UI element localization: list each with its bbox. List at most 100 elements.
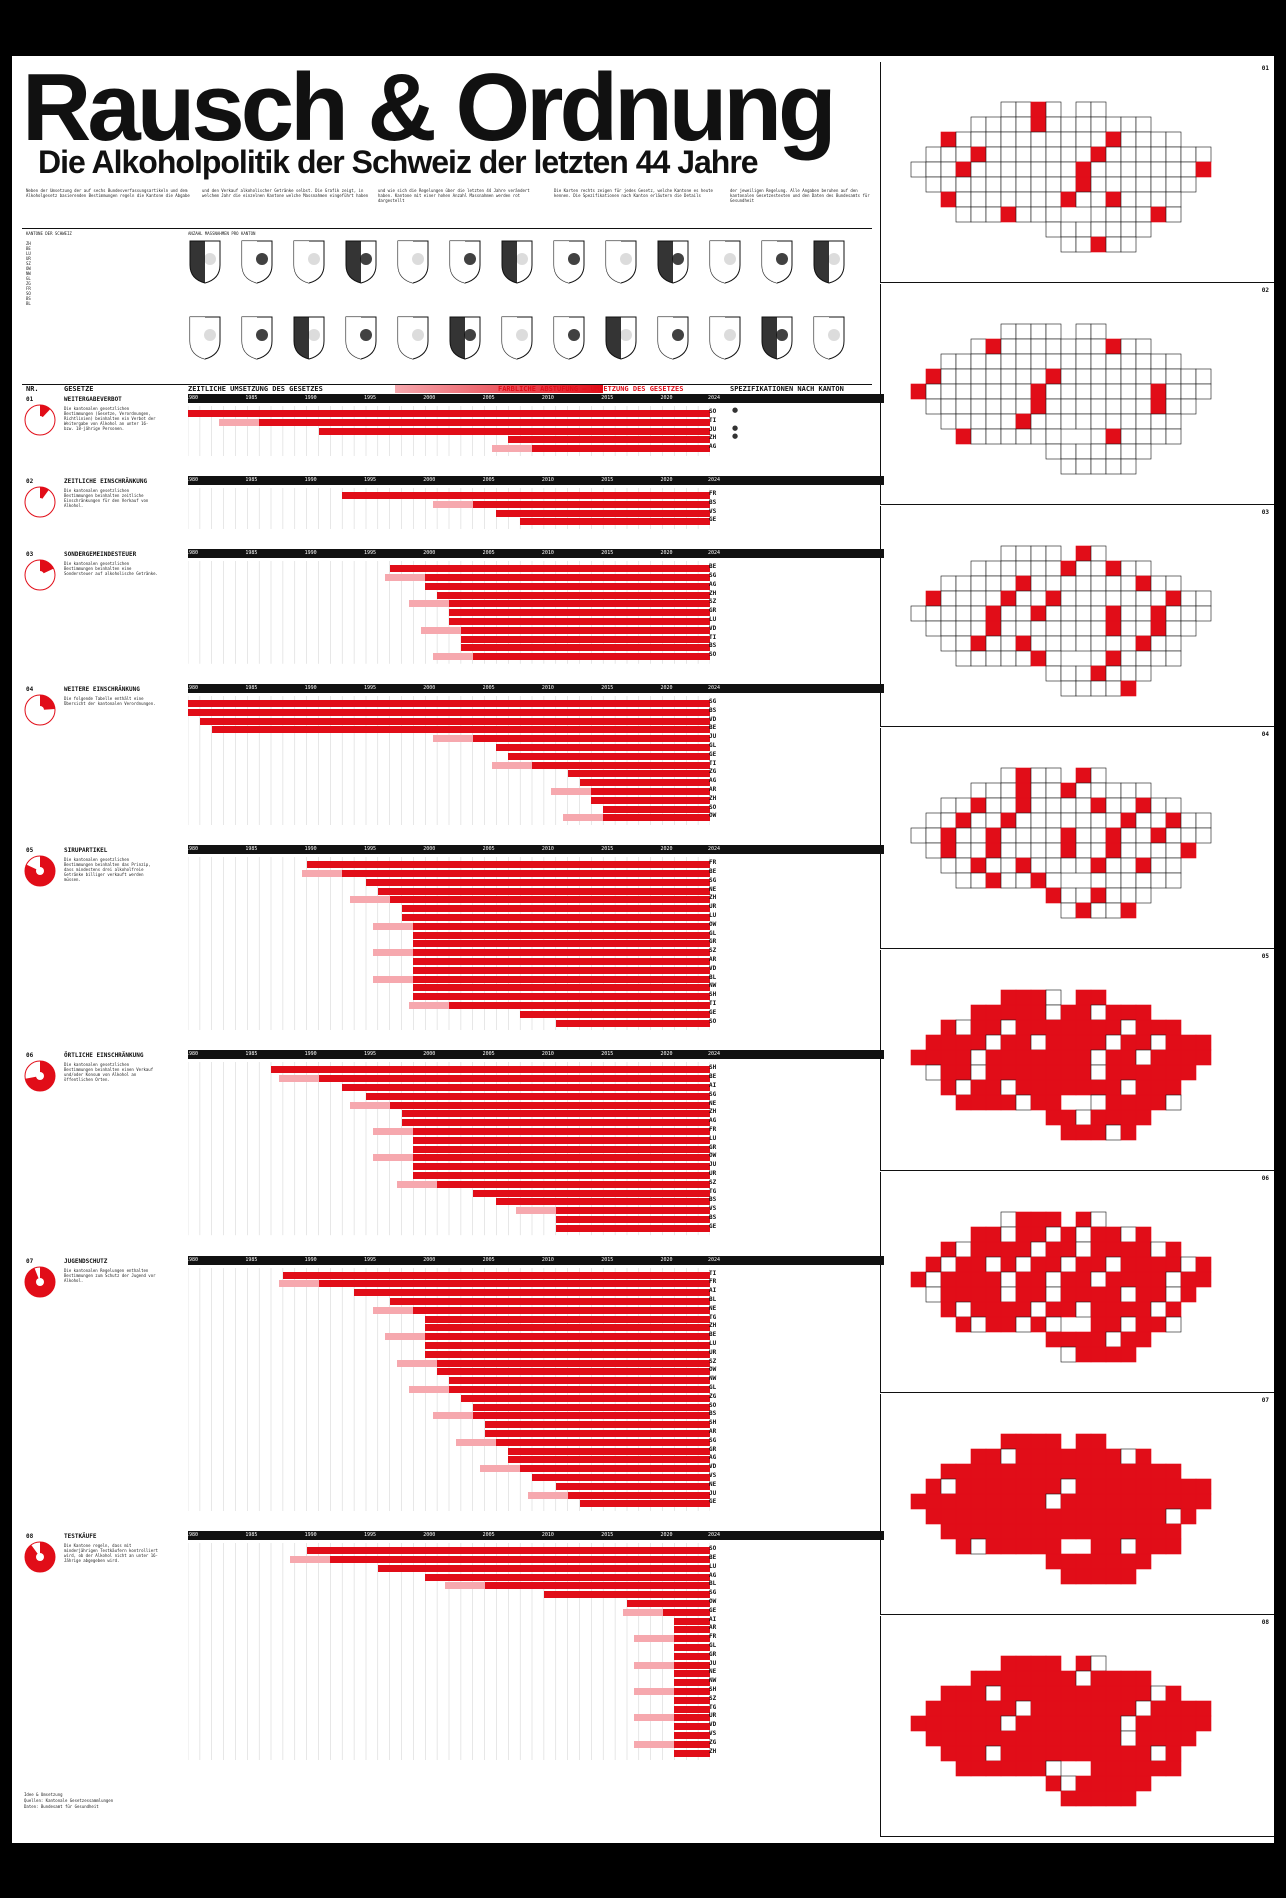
credits: Idee & Umsetzung Quellen: Kantonale Gese… — [24, 1792, 164, 1810]
bar-chart-area — [188, 1267, 710, 1512]
canton-bar-partial — [456, 1438, 497, 1446]
canton-label: SZ — [709, 1178, 717, 1186]
canton-list-item: ZH — [26, 241, 31, 246]
year-tick-label: 1985 — [245, 477, 258, 483]
canton-label: GE — [709, 1008, 717, 1016]
canton-bar — [389, 896, 710, 904]
canton-label: AG — [709, 1454, 717, 1462]
canton-bar — [674, 1626, 710, 1634]
canton-bar — [413, 1163, 710, 1171]
canton-bar — [484, 1582, 710, 1590]
canton-bar — [377, 1564, 710, 1572]
canton-bar — [603, 805, 710, 813]
canton-bar-partial — [634, 1635, 675, 1643]
canton-label: BL — [709, 1580, 717, 1588]
canton-bar — [496, 1198, 710, 1206]
canton-label: JU — [709, 1489, 717, 1497]
page-subtitle: Die Alkoholpolitik der Schweiz der letzt… — [38, 144, 759, 180]
year-tick-label: 1985 — [245, 1051, 258, 1058]
canton-bar — [674, 1714, 710, 1722]
map-number: 05 — [1261, 953, 1269, 960]
canton-bar — [199, 717, 710, 725]
canton-map: 02 — [880, 284, 1274, 505]
spec-marker: ● — [732, 432, 739, 441]
canton-label: TG — [709, 1703, 717, 1711]
year-tick-label: 2010 — [541, 550, 554, 557]
canton-label: NE — [709, 1668, 717, 1676]
canton-label: BS — [709, 1410, 717, 1418]
canton-bar-partial — [634, 1714, 675, 1722]
year-tick-label: 2024 — [708, 685, 721, 691]
canton-label: LU — [709, 912, 717, 919]
year-tick-label: 2000 — [423, 685, 436, 691]
canton-label: NE — [709, 1480, 717, 1488]
canton-label: NW — [709, 1375, 717, 1383]
canton-list-item: ZG — [26, 281, 31, 286]
year-tick-label: 2005 — [482, 395, 495, 401]
section-pie-chart — [24, 855, 56, 887]
canton-bar — [579, 779, 710, 787]
canton-map: 08 — [880, 1616, 1274, 1837]
canton-label: FR — [709, 1633, 717, 1641]
canton-label: LU — [709, 1134, 717, 1142]
canton-bar-partial — [349, 896, 390, 904]
canton-bar — [520, 1010, 710, 1018]
canton-bar — [342, 492, 710, 499]
year-tick-label: 1995 — [363, 1532, 376, 1539]
page-title: Rausch & Ordnung — [22, 56, 837, 161]
bar-chart-area — [188, 1543, 710, 1761]
canton-bar — [674, 1652, 710, 1660]
canton-bar — [674, 1687, 710, 1695]
canton-label: ZH — [709, 1108, 717, 1116]
canton-bar — [460, 644, 710, 652]
canton-map: 06 — [880, 1172, 1274, 1393]
canton-label: SG — [709, 1589, 717, 1597]
section-title: TESTKÄUFE — [64, 1533, 97, 1541]
year-tick-label: 1985 — [245, 395, 258, 401]
canton-label: SO — [709, 1545, 717, 1553]
canton-shield-icon — [344, 239, 378, 285]
canton-bar-partial — [480, 1465, 521, 1473]
canton-bar — [413, 1127, 710, 1135]
section-title: WEITERE EINSCHRÄNKUNG — [64, 686, 140, 693]
canton-bar — [591, 788, 710, 795]
canton-bar — [413, 957, 710, 965]
legend-gradient — [395, 385, 603, 393]
poster: Rausch & Ordnung Die Alkoholpolitik der … — [12, 56, 1274, 1843]
canton-label: JU — [709, 733, 717, 741]
canton-label: AG — [709, 443, 717, 451]
canton-label: OW — [709, 1598, 717, 1605]
timeline-header: 1980 1985 1990 1995 2000 2005 2010 2015 2020 2024 — [186, 394, 884, 403]
year-tick-label: 2010 — [541, 477, 554, 483]
canton-bar — [377, 887, 710, 895]
header-zeitliche: ZEITLICHE UMSETZUNG DES GESETZES — [188, 385, 323, 393]
canton-label: ZH — [709, 894, 717, 902]
canton-bar — [389, 1101, 710, 1109]
canton-bar — [437, 1359, 710, 1367]
year-tick-label: 2024 — [708, 395, 721, 401]
canton-label: BE — [709, 1331, 717, 1339]
year-tick-label: 2000 — [423, 1051, 436, 1058]
canton-bar — [460, 626, 710, 634]
canton-label: GE — [709, 1222, 717, 1230]
section-title: JUGENDSCHUTZ — [64, 1257, 108, 1265]
canton-bar — [674, 1749, 710, 1757]
canton-label: UR — [709, 903, 717, 911]
canton-bar — [472, 1412, 710, 1420]
canton-bar — [449, 600, 710, 608]
canton-bar — [413, 931, 710, 939]
canton-label: TI — [709, 759, 717, 767]
year-tick-label: 1985 — [245, 550, 258, 557]
canton-bar — [413, 966, 710, 974]
canton-label: UR — [709, 1712, 717, 1720]
year-tick-label: 1990 — [304, 477, 317, 483]
canton-bar — [555, 1215, 710, 1223]
canton-bar — [674, 1740, 710, 1748]
canton-label: OW — [709, 1152, 717, 1160]
section-number: 08 — [26, 1533, 34, 1541]
canton-bar — [674, 1731, 710, 1739]
canton-label: BS — [709, 1214, 717, 1221]
canton-label: SZ — [709, 947, 717, 955]
year-tick-label: 2005 — [482, 1532, 495, 1539]
canton-bar — [555, 1224, 710, 1232]
